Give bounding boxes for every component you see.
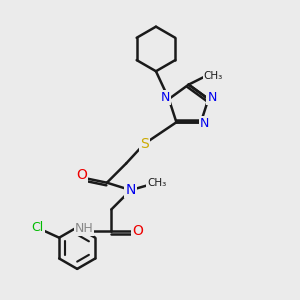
- Text: N: N: [125, 183, 136, 197]
- Text: N: N: [207, 91, 217, 104]
- Text: N: N: [160, 91, 170, 104]
- Text: CH₃: CH₃: [147, 178, 167, 188]
- Text: N: N: [200, 117, 209, 130]
- Text: CH₃: CH₃: [203, 71, 223, 81]
- Text: NH: NH: [75, 222, 93, 235]
- Text: S: S: [140, 137, 148, 151]
- Text: O: O: [76, 168, 87, 182]
- Text: O: O: [132, 224, 143, 238]
- Text: Cl: Cl: [31, 221, 44, 234]
